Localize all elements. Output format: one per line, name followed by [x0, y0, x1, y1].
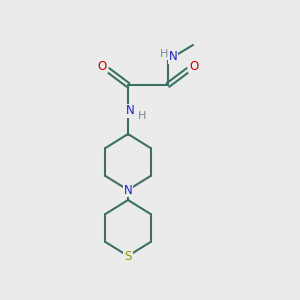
Text: S: S: [124, 250, 132, 262]
Text: H: H: [160, 49, 168, 59]
Text: N: N: [126, 104, 134, 118]
Text: N: N: [169, 50, 177, 64]
Text: O: O: [189, 59, 199, 73]
Text: H: H: [138, 111, 146, 121]
Text: O: O: [98, 59, 106, 73]
Text: N: N: [124, 184, 132, 196]
